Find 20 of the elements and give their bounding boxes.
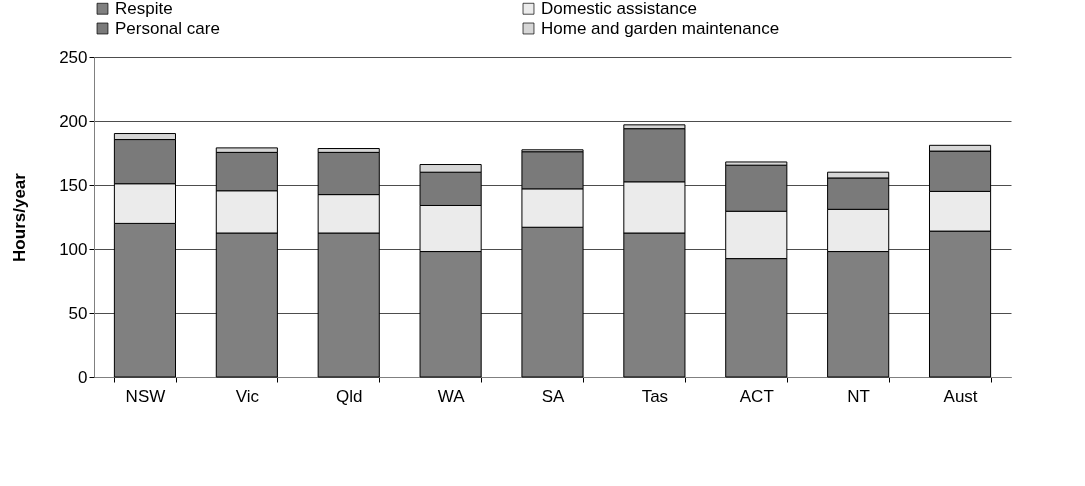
x-tick-label: Qld	[335, 386, 363, 406]
legend-label: Personal care	[115, 18, 220, 38]
x-tick-label: WA	[437, 386, 466, 406]
x-tick-label: Tas	[641, 386, 669, 406]
y-tick-label: 150	[59, 175, 88, 195]
legend-label: Home and garden maintenance	[541, 18, 780, 38]
legend-label: Domestic assistance	[541, 0, 697, 18]
y-axis-title: Hours/year	[10, 172, 30, 262]
x-tick-label: Vic	[235, 386, 260, 406]
y-tick-label: 250	[59, 47, 88, 67]
x-tick-label: NSW	[125, 386, 166, 406]
x-tick-label: NT	[847, 386, 870, 406]
y-tick-label: 0	[78, 367, 88, 387]
y-tick-label: 200	[59, 111, 88, 131]
legend-label: Respite	[115, 0, 173, 18]
y-tick-label: 100	[59, 239, 88, 259]
y-tick-label: 50	[68, 303, 88, 323]
x-tick-label: SA	[541, 386, 565, 406]
x-tick-label: Aust	[943, 386, 978, 406]
x-tick-label: ACT	[739, 386, 774, 406]
